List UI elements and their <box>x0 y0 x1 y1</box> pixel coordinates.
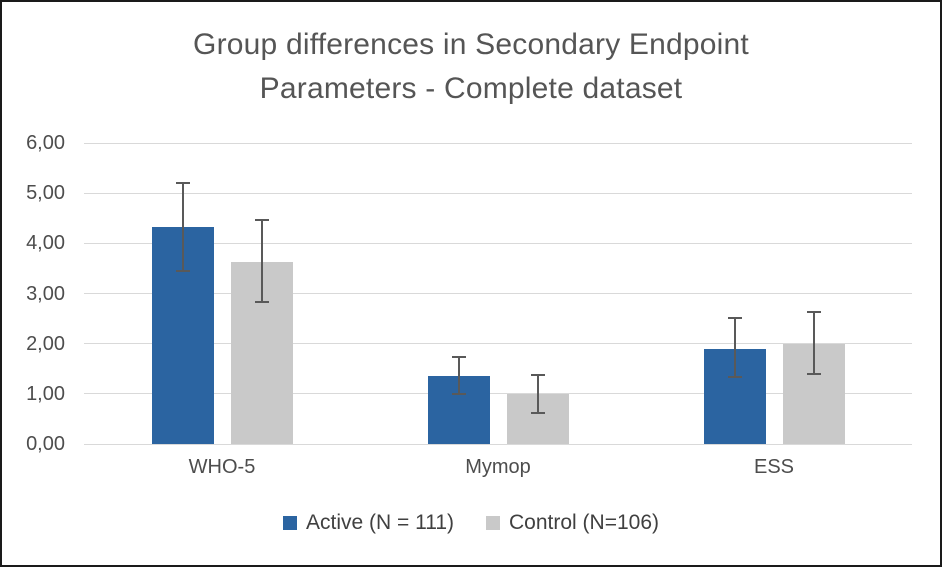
legend-swatch-active <box>282 516 297 530</box>
y-axis-label-1: 1,00 <box>26 382 65 405</box>
legend-label-active: Active (N = 111) <box>305 511 455 534</box>
gridline-1 <box>84 393 912 395</box>
error-cap-low-active-who-5 <box>175 269 190 272</box>
error-bar-control-who-5 <box>260 220 263 303</box>
error-cap-low-control-ess <box>806 372 821 375</box>
y-axis-label-6: 6,00 <box>26 132 65 154</box>
y-axis-label-0: 0,00 <box>26 433 65 455</box>
category-label-mymop: Mymop <box>465 456 531 478</box>
legend-label-control: Control (N=106) <box>509 511 659 534</box>
error-cap-high-active-mymop <box>451 355 466 358</box>
error-bar-control-mymop <box>536 374 539 413</box>
gridline-4 <box>84 242 912 244</box>
y-axis-label-4: 4,00 <box>26 232 65 255</box>
category-label-who-5: WHO-5 <box>188 456 256 478</box>
y-axis-label-3: 3,00 <box>26 282 65 305</box>
chart-title: Group differences in Secondary Endpoint … <box>2 23 940 111</box>
gridline-5 <box>84 192 912 194</box>
gridline-0 <box>84 443 912 445</box>
error-cap-high-active-who-5 <box>175 182 190 185</box>
legend-item-control: Control (N=106) <box>486 511 659 535</box>
legend-swatch-control <box>486 516 501 530</box>
gridline-2 <box>84 343 912 345</box>
error-cap-low-active-mymop <box>451 392 466 395</box>
chart-title-line2: Parameters - Complete dataset <box>259 72 683 105</box>
error-cap-high-active-ess <box>727 316 742 319</box>
gridline-3 <box>84 293 912 294</box>
error-bar-control-ess <box>812 311 815 374</box>
legend-item-active: Active (N = 111) <box>282 511 455 535</box>
category-label-ess: ESS <box>753 456 795 478</box>
error-cap-high-control-who-5 <box>254 219 269 222</box>
error-cap-high-control-mymop <box>530 373 545 376</box>
error-bar-active-mymop <box>457 356 460 394</box>
chart-title-line1: Group differences in Secondary Endpoint <box>193 28 749 61</box>
y-axis-label-5: 5,00 <box>26 182 65 205</box>
gridline-6 <box>84 142 912 144</box>
error-cap-high-control-ess <box>806 310 821 313</box>
error-cap-low-active-ess <box>727 376 742 379</box>
error-bar-active-ess <box>733 317 736 378</box>
error-cap-low-control-who-5 <box>254 301 269 304</box>
legend: Active (N = 111) Control (N=106) <box>2 509 940 537</box>
error-cap-low-control-mymop <box>530 411 545 414</box>
error-bar-active-who-5 <box>181 183 184 271</box>
y-axis-label-2: 2,00 <box>26 332 65 355</box>
